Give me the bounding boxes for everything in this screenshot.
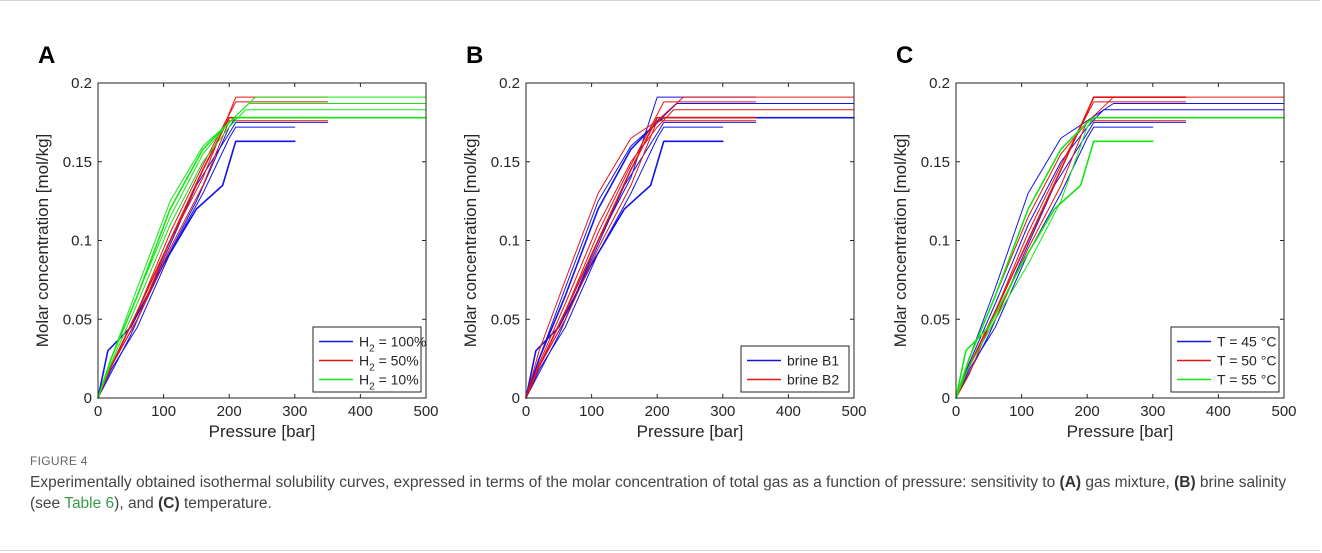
x-tick-label: 400 xyxy=(1206,403,1231,420)
y-tick-label: 0.15 xyxy=(491,154,520,171)
caption-part: Experimentally obtained isothermal solub… xyxy=(30,474,1060,491)
legend: brine B1 brine B2 xyxy=(740,345,850,393)
series-line xyxy=(97,140,296,399)
legend-label: T = 55 °C xyxy=(1217,372,1276,388)
y-axis-label: Molar concentration [mol/kg] xyxy=(461,134,480,348)
panel-b-letter: B xyxy=(466,42,484,69)
series-line xyxy=(955,109,1285,399)
panel-c-letter: C xyxy=(896,42,914,69)
y-tick-label: 0 xyxy=(942,390,950,407)
x-tick-label: 500 xyxy=(413,403,438,420)
y-tick-label: 0.2 xyxy=(929,75,950,92)
series-line xyxy=(955,101,1187,399)
legend-label: T = 45 °C xyxy=(1217,334,1276,350)
panel-a: 0 100 200 300 400 500 0 0.05 0.1 0.15 0.2 Pressure … xyxy=(30,30,450,450)
x-tick-label: 300 xyxy=(282,403,307,420)
legend-label: H2 = 10% xyxy=(359,372,419,393)
y-axis-label: Molar concentration [mol/kg] xyxy=(33,134,52,348)
caption-text: Experimentally obtained isothermal solub… xyxy=(30,472,1300,514)
caption-marker-a: (A) xyxy=(1059,474,1082,491)
legend-label: T = 50 °C xyxy=(1217,353,1276,369)
chart-svg: 0 100 200 300 400 500 0 0.05 0.1 0.15 0.2 Pressure … xyxy=(891,75,1297,441)
x-tick-label: 0 xyxy=(952,403,960,420)
y-tick-label: 0.15 xyxy=(921,154,950,171)
series-line xyxy=(97,116,427,399)
series-line xyxy=(525,109,855,399)
x-tick-label: 0 xyxy=(522,403,530,420)
caption-part: temperature. xyxy=(179,495,272,512)
x-tick-label: 100 xyxy=(579,403,604,420)
legend-box xyxy=(740,345,850,393)
legend-label: H2 = 50% xyxy=(359,353,419,374)
legend-label: H2 = 100% xyxy=(359,334,426,355)
y-axis-label: Molar concentration [mol/kg] xyxy=(891,134,910,348)
x-axis-label: Pressure [bar] xyxy=(1067,422,1174,441)
legend: T = 45 °C T = 50 °C T = 55 °C xyxy=(1170,326,1280,393)
y-tick-label: 0.05 xyxy=(491,311,520,328)
legend: H2 = 100%H2 = 50%H2 = 10% xyxy=(312,326,426,393)
series-line xyxy=(525,96,855,399)
x-tick-label: 400 xyxy=(348,403,373,420)
x-axis-label: Pressure [bar] xyxy=(209,422,316,441)
legend-box xyxy=(312,326,422,393)
x-tick-label: 200 xyxy=(217,403,242,420)
caption-marker-b: (B) xyxy=(1174,474,1196,491)
series-line xyxy=(97,109,427,399)
x-tick-label: 200 xyxy=(645,403,670,420)
x-tick-label: 100 xyxy=(151,403,176,420)
x-tick-label: 500 xyxy=(1271,403,1296,420)
chart-svg: 0 100 200 300 400 500 0 0.05 0.1 0.15 0.2 Pressure … xyxy=(33,75,439,441)
y-tick-label: 0 xyxy=(84,390,92,407)
x-axis-label: Pressure [bar] xyxy=(637,422,744,441)
x-tick-label: 300 xyxy=(1140,403,1165,420)
bottom-rule xyxy=(0,550,1320,551)
x-tick-label: 100 xyxy=(1009,403,1034,420)
series-line xyxy=(525,140,724,399)
caption-part: gas mixture, xyxy=(1081,474,1175,491)
y-tick-label: 0 xyxy=(512,390,520,407)
x-tick-label: 0 xyxy=(94,403,102,420)
caption-part: ), and xyxy=(114,495,159,512)
series-line xyxy=(97,120,329,399)
y-tick-label: 0.2 xyxy=(499,75,520,92)
series-line xyxy=(955,116,1285,399)
table-link[interactable]: Table 6 xyxy=(64,495,115,512)
legend-label: brine B1 xyxy=(787,353,839,369)
top-rule xyxy=(0,0,1320,1)
y-tick-label: 0.2 xyxy=(71,75,92,92)
x-tick-label: 300 xyxy=(710,403,735,420)
series-line xyxy=(525,126,724,399)
caption-marker-c: (C) xyxy=(158,495,180,512)
y-tick-label: 0.05 xyxy=(921,311,950,328)
figure-label: FIGURE 4 xyxy=(30,454,88,468)
x-tick-label: 200 xyxy=(1075,403,1100,420)
y-tick-label: 0.05 xyxy=(63,311,92,328)
legend-label: brine B2 xyxy=(787,372,839,388)
y-tick-label: 0.15 xyxy=(63,154,92,171)
y-tick-label: 0.1 xyxy=(499,233,520,250)
figure-caption: FIGURE 4 Experimentally obtained isother… xyxy=(30,454,1300,514)
panel-c: 0 100 200 300 400 500 0 0.05 0.1 0.15 0.2 Pressure … xyxy=(888,30,1308,450)
series-line xyxy=(525,120,757,399)
series-line xyxy=(955,140,1154,399)
caption-part: brine salinity (see xyxy=(30,474,1287,512)
panel-a-letter: A xyxy=(38,42,56,69)
series-line xyxy=(955,126,1154,399)
series-line xyxy=(97,126,296,399)
x-tick-label: 400 xyxy=(776,403,801,420)
chart-svg: 0 100 200 300 400 500 0 0.05 0.1 0.15 0.2 Pressure … xyxy=(461,75,867,441)
legend-box xyxy=(1170,326,1280,393)
y-tick-label: 0.1 xyxy=(71,233,92,250)
y-tick-label: 0.1 xyxy=(929,233,950,250)
x-tick-label: 500 xyxy=(841,403,866,420)
series-line xyxy=(955,121,1187,399)
panel-b: 0 100 200 300 400 500 0 0.05 0.1 0.15 0.2 Pressure … xyxy=(458,30,878,450)
